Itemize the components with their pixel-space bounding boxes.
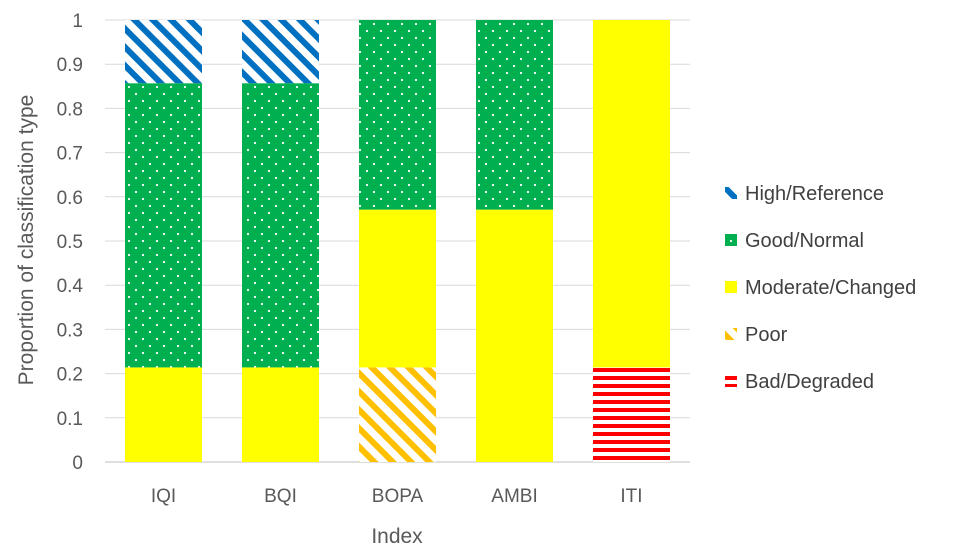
bar-bopa-good-normal — [359, 20, 436, 210]
legend-label: Moderate/Changed — [745, 277, 916, 299]
x-tick-label: BQI — [264, 486, 297, 507]
legend-label: Bad/Degraded — [745, 371, 874, 393]
legend: High/Reference Good/Normal Moderate/Change… — [725, 183, 916, 393]
y-tick-label: 0.5 — [57, 232, 83, 253]
bar-bopa-moderate-changed — [359, 209, 436, 368]
y-tick-label: 0.9 — [57, 55, 83, 76]
x-tick-label: ITI — [620, 486, 642, 507]
bar-ambi-good-normal — [476, 20, 553, 210]
y-tick-label: 0.4 — [57, 276, 84, 297]
y-tick-label: 0.2 — [57, 365, 83, 386]
x-tick-label: AMBI — [491, 486, 537, 507]
legend-item-high-reference: High/Reference — [725, 183, 884, 205]
legend-item-bad-degraded: Bad/Degraded — [725, 371, 874, 393]
bar-bqi-good-normal — [242, 83, 319, 368]
bar-iqi-good-normal — [125, 83, 202, 368]
y-tick-label: 0 — [72, 453, 83, 474]
legend-swatch — [725, 234, 737, 246]
y-axis-ticks: 0 0.1 0.2 0.3 0.4 0.5 0.6 0.7 0.8 0.9 1 — [57, 11, 84, 474]
legend-label: High/Reference — [745, 183, 884, 205]
bar-iqi-high-reference — [125, 20, 202, 84]
x-axis-title: Index — [371, 525, 423, 546]
x-axis-ticks: IQI BQI BOPA AMBI ITI — [151, 486, 643, 507]
y-tick-label: 1 — [72, 11, 83, 32]
legend-item-good-normal: Good/Normal — [725, 230, 864, 252]
bar-iqi-moderate-changed — [125, 367, 202, 462]
x-tick-label: BOPA — [372, 486, 424, 507]
legend-label: Good/Normal — [745, 230, 864, 252]
y-tick-label: 0.7 — [57, 144, 83, 165]
legend-swatch — [725, 281, 737, 293]
bars — [125, 20, 670, 462]
bar-iti-moderate-changed — [593, 20, 670, 368]
legend-swatch — [725, 187, 737, 199]
y-tick-label: 0.1 — [57, 409, 83, 430]
legend-swatch — [725, 328, 737, 340]
x-tick-label: IQI — [151, 486, 176, 507]
bar-iti-bad-degraded — [593, 367, 670, 462]
bar-bqi-high-reference — [242, 20, 319, 84]
legend-item-moderate-changed: Moderate/Changed — [725, 277, 916, 299]
legend-item-poor: Poor — [725, 324, 788, 346]
y-tick-label: 0.8 — [57, 99, 83, 120]
bar-ambi-moderate-changed — [476, 209, 553, 462]
y-tick-label: 0.3 — [57, 320, 83, 341]
y-tick-label: 0.6 — [57, 188, 83, 209]
bar-bqi-moderate-changed — [242, 367, 319, 462]
legend-swatch — [725, 375, 737, 387]
bar-bopa-poor — [359, 367, 436, 462]
y-axis-title: Proportion of classification type — [15, 95, 38, 386]
legend-label: Poor — [745, 324, 788, 346]
